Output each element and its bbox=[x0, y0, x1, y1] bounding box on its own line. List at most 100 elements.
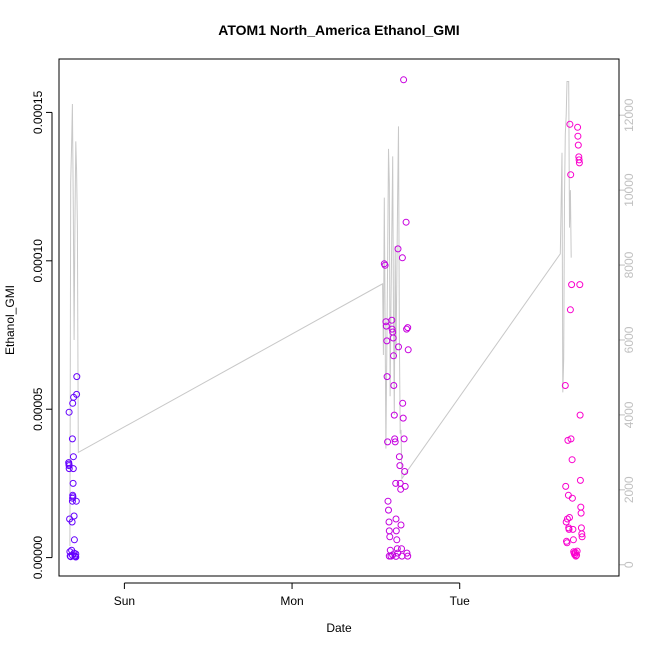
y2-axis-tick-label: 4000 bbox=[622, 401, 636, 428]
data-point bbox=[383, 373, 391, 381]
data-point bbox=[404, 346, 412, 354]
data-point bbox=[389, 334, 397, 342]
data-point bbox=[399, 414, 407, 422]
data-point bbox=[568, 456, 576, 464]
data-point bbox=[391, 438, 399, 446]
data-point bbox=[563, 515, 571, 523]
x-axis-tick-label: Tue bbox=[450, 594, 471, 608]
data-point bbox=[383, 337, 391, 345]
data-point bbox=[563, 539, 571, 547]
data-point bbox=[568, 494, 576, 502]
data-point bbox=[381, 261, 389, 269]
data-point bbox=[566, 120, 574, 128]
data-point bbox=[392, 515, 400, 523]
y-axis-tick-label: 0.00005 bbox=[31, 387, 45, 431]
data-point bbox=[567, 435, 575, 443]
data-point bbox=[390, 382, 398, 389]
data-point bbox=[576, 476, 584, 484]
data-point bbox=[388, 325, 396, 333]
data-point bbox=[69, 479, 77, 487]
data-point bbox=[401, 482, 409, 490]
data-point bbox=[390, 411, 398, 419]
data-point bbox=[385, 518, 393, 526]
y2-axis-tick-label: 12000 bbox=[622, 98, 636, 132]
data-point bbox=[398, 545, 405, 553]
data-point bbox=[68, 435, 76, 443]
data-point bbox=[72, 553, 80, 561]
data-point bbox=[65, 465, 73, 473]
data-point bbox=[69, 453, 77, 461]
data-point bbox=[68, 551, 76, 559]
data-point bbox=[566, 306, 574, 314]
data-point bbox=[70, 536, 78, 544]
data-point bbox=[400, 435, 408, 443]
data-point bbox=[403, 549, 411, 557]
data-point bbox=[69, 465, 77, 473]
data-point bbox=[568, 281, 576, 289]
data-point bbox=[397, 521, 405, 529]
data-point bbox=[573, 547, 581, 555]
data-point bbox=[70, 549, 78, 557]
y2-axis-tick-label: 10000 bbox=[622, 173, 636, 207]
data-point bbox=[562, 482, 570, 490]
data-point bbox=[561, 382, 569, 389]
data-point bbox=[402, 218, 410, 226]
data-point bbox=[578, 533, 586, 541]
y2-axis-tick-label: 2000 bbox=[622, 476, 636, 503]
data-point bbox=[567, 171, 575, 179]
data-point bbox=[392, 552, 400, 560]
data-point bbox=[569, 525, 577, 533]
y-axis-tick-label: 0.00010 bbox=[31, 239, 45, 283]
secondary-line-layer bbox=[69, 81, 572, 547]
data-point bbox=[73, 390, 81, 398]
data-point bbox=[404, 552, 412, 560]
y2-axis-tick-label: 0 bbox=[622, 561, 636, 568]
y-axis-label: Ethanol_GMI bbox=[3, 285, 17, 355]
data-point bbox=[400, 76, 408, 84]
data-point bbox=[399, 399, 407, 407]
y-axis-tick-label: 0.00000 bbox=[31, 536, 45, 580]
data-point bbox=[385, 552, 393, 560]
data-point bbox=[578, 530, 586, 538]
data-point bbox=[401, 468, 409, 475]
plot-frame bbox=[58, 58, 620, 577]
data-point bbox=[390, 352, 397, 360]
data-point bbox=[404, 324, 412, 332]
y-axis-tick-label: 0.00015 bbox=[31, 90, 45, 134]
y2-axis-tick-label: 8000 bbox=[622, 251, 636, 278]
data-point bbox=[395, 343, 402, 351]
data-point bbox=[574, 141, 582, 149]
data-point bbox=[69, 493, 77, 501]
data-point bbox=[396, 462, 404, 470]
data-point bbox=[73, 373, 81, 381]
data-point bbox=[384, 438, 392, 446]
data-point bbox=[577, 509, 585, 517]
data-point bbox=[384, 497, 392, 505]
data-point bbox=[574, 123, 582, 131]
y2-axis-tick-label: 6000 bbox=[622, 326, 636, 353]
data-point bbox=[572, 552, 580, 560]
data-point bbox=[388, 316, 396, 324]
data-point bbox=[391, 435, 399, 443]
data-point bbox=[392, 527, 400, 535]
data-point bbox=[566, 514, 573, 521]
data-point bbox=[389, 551, 397, 559]
data-point bbox=[575, 156, 583, 164]
data-point bbox=[392, 479, 400, 487]
data-point bbox=[398, 254, 406, 262]
x-axis-label: Date bbox=[326, 621, 352, 635]
data-point bbox=[386, 533, 394, 541]
secondary-series-line bbox=[69, 81, 572, 547]
data-point bbox=[403, 325, 411, 333]
data-point bbox=[576, 411, 584, 419]
chart-title: ATOM1 North_America Ethanol_GMI bbox=[218, 22, 459, 38]
data-point bbox=[65, 408, 73, 416]
data-point bbox=[70, 512, 78, 520]
data-point bbox=[393, 545, 401, 553]
data-point bbox=[394, 245, 402, 253]
data-point bbox=[565, 525, 573, 533]
x-axis-tick-label: Mon bbox=[280, 594, 303, 608]
data-point bbox=[574, 132, 582, 140]
